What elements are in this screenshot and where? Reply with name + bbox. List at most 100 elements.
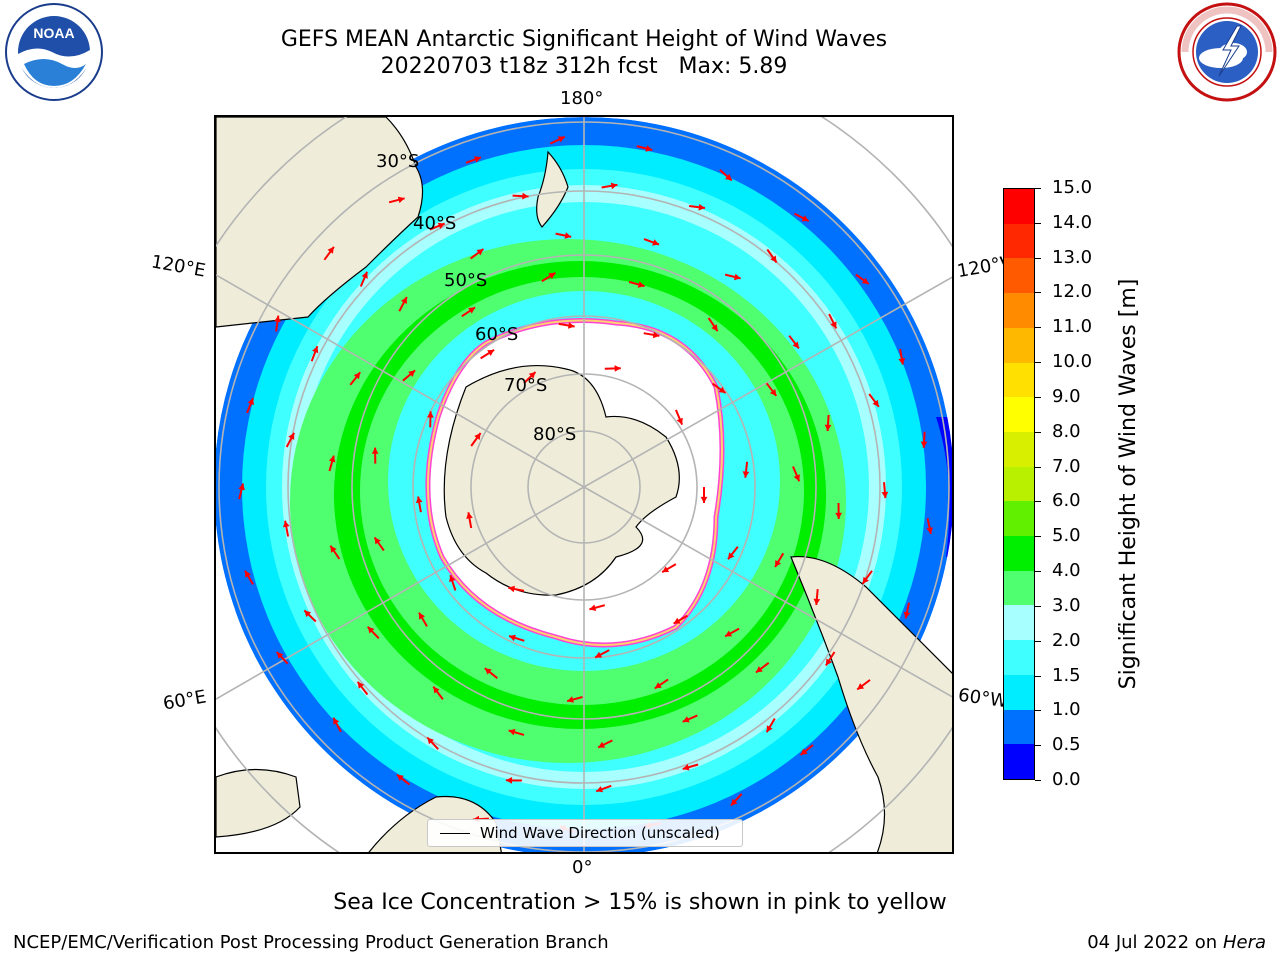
wave-direction-arrowhead: [835, 512, 842, 519]
colorbar-tick-label: 6.0: [1052, 490, 1081, 512]
wave-direction-arrowhead: [396, 774, 404, 782]
wave-direction-arrowhead: [433, 686, 440, 694]
lon-label-60w: 60°W: [956, 684, 1009, 713]
wave-direction-arrowhead: [374, 537, 381, 545]
wave-direction-arrowhead: [476, 249, 484, 256]
colorbar-tick-label: 15.0: [1052, 177, 1093, 198]
wave-direction-arrowhead: [427, 737, 434, 745]
colorbar-segment: [1004, 293, 1034, 328]
wave-direction-arrowhead: [725, 630, 733, 637]
wave-direction-arrowhead: [662, 566, 670, 573]
wave-direction-arrowhead: [926, 527, 933, 534]
wave-direction-arrowhead: [824, 424, 832, 431]
wave-direction-arrowhead: [610, 182, 618, 190]
lat-label-40s: 40°S: [413, 213, 457, 234]
wave-direction-arrowhead: [401, 297, 407, 304]
wave-direction-arrowhead: [247, 398, 254, 406]
colorbar-segment: [1004, 501, 1034, 537]
wave-direction-arrowhead: [415, 496, 423, 504]
continents-land: [216, 117, 952, 852]
wave-direction-arrowhead: [304, 610, 311, 618]
colorbar-tick: [1035, 675, 1041, 677]
wave-direction-arrowhead: [522, 192, 529, 200]
noaa-logo-text: NOAA: [33, 25, 74, 41]
wave-direction-arrowhead: [755, 666, 763, 673]
colorbar-tick: [1035, 640, 1041, 642]
colorbar-title: Significant Height of Wind Waves [m]: [1116, 278, 1141, 690]
wave-direction-arrowhead: [449, 575, 456, 583]
wave-direction-arrowhead: [466, 512, 473, 519]
wave-direction-arrowhead: [920, 441, 928, 448]
colorbar-tick-label: 10.0: [1052, 351, 1093, 373]
wave-direction-arrowhead: [637, 281, 645, 288]
lon-label-0: 0°: [572, 857, 593, 878]
wave-direction-arrowhead: [468, 307, 476, 314]
lat-label-70s: 70°S: [504, 375, 548, 396]
wave-direction-arrowhead: [718, 386, 726, 393]
colorbar-tick-label: 5.0: [1052, 525, 1081, 547]
colorbar-segment: [1004, 189, 1034, 224]
wave-direction-arrowhead: [568, 322, 575, 329]
colorbar-tick-label: 1.0: [1052, 699, 1081, 721]
wave-direction-arrowhead: [589, 604, 597, 611]
wave-direction-arrowhead: [728, 552, 735, 560]
map-frame: [214, 115, 954, 854]
wave-direction-arrowhead: [361, 271, 368, 279]
wave-direction-arrowhead: [682, 716, 690, 723]
colorbar-tick-label: 12.0: [1052, 281, 1093, 303]
colorbar-tick: [1035, 536, 1041, 538]
wave-direction-arrowhead: [276, 652, 284, 659]
colorbar-tick: [1035, 327, 1041, 329]
wave-direction-arrowhead: [769, 389, 777, 396]
wave-direction-arrowhead: [288, 432, 295, 440]
colorbar-tick: [1035, 222, 1041, 224]
colorbar-tick-label: 9.0: [1052, 385, 1081, 407]
colorbar-tick-label: 1.5: [1052, 664, 1081, 686]
wave-direction-arrowhead: [711, 324, 718, 332]
lon-label-180: 180°: [560, 88, 604, 109]
wave-direction-arrowhead: [800, 748, 808, 755]
colorbar-tick: [1035, 710, 1041, 712]
wave-direction-arrowhead: [474, 433, 481, 440]
colorbar-tick: [1035, 466, 1041, 468]
wave-direction-arrowhead: [548, 272, 556, 279]
colorbar-tick: [1035, 605, 1041, 607]
colorbar-tick-label: 4.0: [1052, 560, 1081, 582]
wave-direction-arrowhead: [567, 696, 574, 703]
wave-direction-arrowhead: [508, 585, 515, 593]
wave-direction-arrowhead: [652, 239, 659, 246]
colorbar-tick: [1035, 362, 1041, 364]
chart-title-line2: 20220703 t18z 312h fcst Max: 5.89: [380, 54, 788, 79]
wave-direction-arrowhead: [328, 455, 336, 463]
wave-direction-arrowhead: [274, 315, 281, 323]
map-canvas: [216, 117, 952, 852]
wave-direction-arrowhead: [898, 358, 906, 365]
colorbar-tick: [1035, 396, 1041, 398]
wave-direction-arrowhead: [700, 496, 708, 503]
colorbar-tick-label: 0.5: [1052, 734, 1081, 756]
colorbar-segment: [1004, 570, 1034, 606]
wave-direction-arrowhead: [330, 545, 337, 553]
colorbar-segment: [1004, 327, 1034, 363]
legend-line-symbol: [440, 832, 470, 834]
wave-direction-arrowhead: [673, 617, 681, 624]
colorbar-tick: [1035, 257, 1041, 259]
colorbar-tick: [1035, 745, 1041, 747]
colorbar-tick-label: 13.0: [1052, 246, 1093, 268]
wave-direction-arrowhead: [813, 598, 821, 605]
wave-direction-arrowhead: [830, 321, 837, 329]
wave-direction-arrowhead: [564, 232, 572, 239]
wave-direction-arrowhead: [614, 365, 621, 372]
noaa-logo: NOAA: [5, 3, 103, 101]
colorbar-segment: [1004, 640, 1034, 675]
footer-credit: NCEP/EMC/Verification Post Processing Pr…: [13, 932, 609, 953]
wave-direction-arrowhead: [238, 483, 245, 491]
nws-logo: [1177, 2, 1277, 102]
wave-direction-arrowhead: [872, 399, 879, 407]
wave-direction-arrowhead: [861, 277, 869, 284]
footer-date: 04 Jul 2022 on Hera: [1087, 932, 1266, 953]
colorbar-tick-label: 8.0: [1052, 420, 1081, 442]
wave-direction-arrowhead: [733, 273, 741, 281]
wave-direction-arrowhead: [595, 651, 603, 658]
colorbar-tick-label: 14.0: [1052, 211, 1093, 233]
